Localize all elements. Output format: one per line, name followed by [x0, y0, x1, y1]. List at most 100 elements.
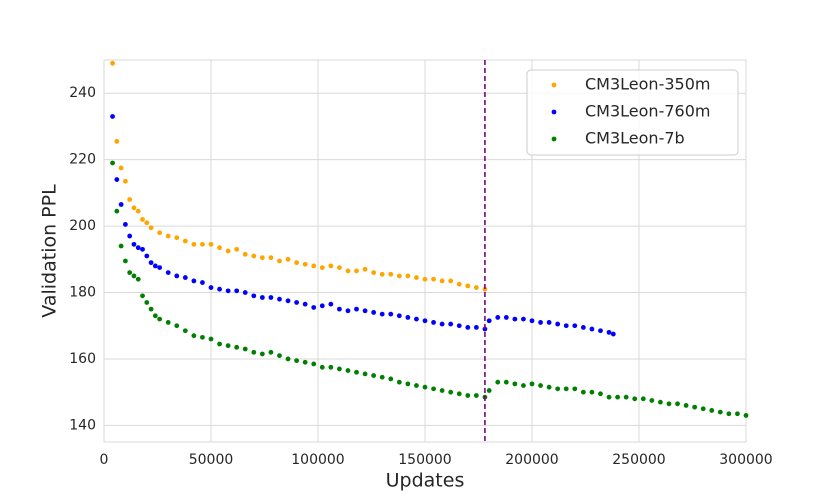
point	[337, 366, 342, 372]
point	[503, 379, 509, 385]
point	[354, 268, 359, 274]
point	[354, 306, 359, 312]
point	[486, 318, 492, 324]
point	[709, 408, 715, 413]
point	[448, 389, 454, 395]
point	[191, 241, 197, 247]
point	[495, 315, 501, 320]
point	[580, 325, 586, 330]
point	[572, 386, 578, 392]
point	[658, 399, 663, 405]
point	[486, 388, 492, 393]
point	[135, 276, 141, 282]
point	[388, 271, 394, 277]
point	[144, 300, 150, 305]
point	[285, 256, 291, 262]
point	[422, 276, 428, 282]
point	[191, 333, 197, 339]
point	[512, 381, 518, 387]
point	[529, 381, 535, 387]
x-tick-label: 150000	[398, 452, 451, 468]
point	[157, 265, 163, 271]
point	[456, 323, 462, 329]
x-axis-label: Updates	[386, 470, 465, 492]
point	[140, 246, 145, 252]
point	[118, 165, 124, 171]
point	[191, 278, 197, 284]
point	[640, 396, 646, 402]
point	[512, 316, 518, 322]
point	[174, 235, 180, 241]
point	[726, 411, 732, 417]
point	[114, 208, 120, 214]
point	[217, 341, 222, 347]
point	[606, 329, 612, 335]
point	[431, 320, 436, 325]
point	[277, 353, 282, 359]
point	[225, 288, 231, 294]
point	[174, 323, 180, 329]
point	[589, 326, 595, 332]
point	[251, 253, 257, 259]
point	[319, 364, 325, 370]
point	[598, 391, 603, 397]
point	[692, 404, 698, 410]
y-tick-label: 220	[69, 152, 96, 168]
point	[632, 396, 638, 402]
point	[563, 323, 569, 329]
point	[208, 285, 214, 290]
point	[131, 241, 137, 247]
point	[135, 208, 141, 214]
point	[311, 361, 317, 367]
point	[259, 351, 265, 357]
point	[157, 230, 163, 236]
point	[473, 325, 479, 330]
legend-marker	[551, 109, 557, 115]
point	[422, 384, 428, 390]
plot-frame	[103, 59, 747, 443]
point	[337, 265, 342, 271]
point	[285, 356, 291, 362]
point	[465, 393, 471, 398]
point	[371, 270, 377, 275]
point	[405, 315, 411, 320]
point	[123, 258, 128, 264]
point	[473, 285, 479, 290]
point	[182, 328, 188, 334]
point	[666, 401, 672, 407]
point	[328, 263, 334, 269]
point	[414, 383, 419, 388]
point	[234, 344, 240, 350]
x-tick-label: 100000	[291, 452, 344, 468]
point	[563, 386, 569, 392]
point	[144, 220, 150, 226]
point	[362, 266, 368, 272]
point	[114, 177, 120, 182]
legend-marker	[551, 136, 557, 142]
point	[345, 368, 351, 373]
y-tick-label: 180	[69, 285, 96, 301]
y-tick-label: 140	[69, 417, 96, 433]
point	[294, 260, 299, 266]
point	[337, 306, 342, 312]
point	[148, 260, 154, 266]
point	[123, 178, 128, 184]
point	[302, 261, 308, 267]
legend-label: CM3Leon-760m	[585, 102, 710, 121]
point	[414, 316, 419, 322]
point	[242, 290, 248, 295]
point	[546, 384, 552, 390]
point	[743, 413, 749, 418]
point	[538, 383, 543, 388]
point	[388, 376, 394, 382]
point	[503, 315, 509, 320]
y-tick-label: 160	[69, 351, 96, 367]
point	[439, 278, 445, 284]
point	[623, 394, 629, 400]
point	[683, 403, 689, 408]
point	[465, 325, 471, 330]
point	[200, 334, 205, 340]
point	[268, 295, 274, 300]
point	[405, 381, 411, 387]
point	[135, 245, 141, 251]
